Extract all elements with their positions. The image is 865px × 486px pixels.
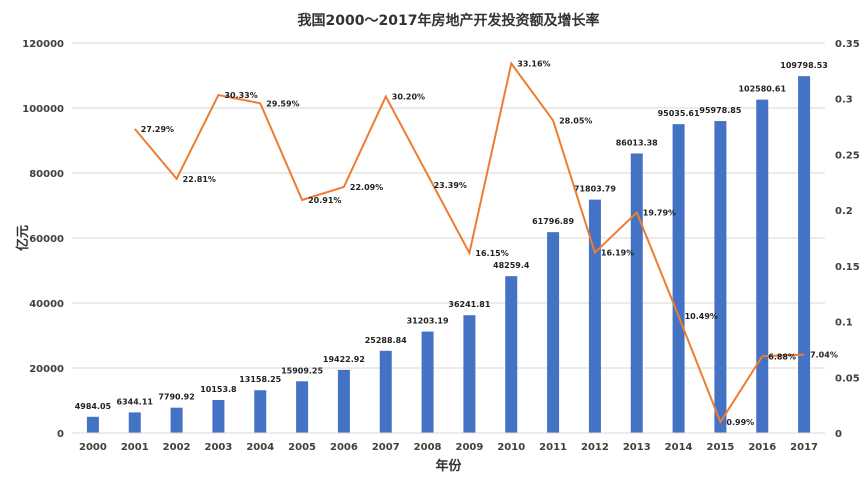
bar-data-label: 25288.84 [365,336,407,345]
bar [254,390,267,433]
bar-data-label: 102580.61 [738,85,786,94]
bar-data-label: 10153.8 [200,385,237,394]
line-data-label: 0.99% [726,418,754,427]
x-tick-label: 2015 [706,442,734,453]
bar [714,121,727,434]
bar-data-label: 95035.61 [658,109,700,118]
bar-data-label: 95978.85 [699,106,741,115]
bar [588,199,601,433]
bar [212,400,225,433]
bar-data-label: 48259.4 [493,261,530,270]
x-tick-label: 2017 [790,442,818,453]
x-tick-label: 2008 [414,442,442,453]
bar [170,407,183,433]
bar [86,416,99,433]
y-right-tick-label: 0.05 [835,373,860,384]
line-data-label: 20.91% [308,196,341,205]
y-right-tick-label: 0.1 [835,318,853,329]
y-left-tick-label: 40000 [29,299,64,310]
line-data-label: 6.88% [768,352,796,361]
x-tick-label: 2002 [163,442,191,453]
y-right-tick-label: 0 [835,429,842,440]
line-data-label: 29.59% [266,99,299,108]
bar-data-label: 109798.53 [780,61,828,70]
x-tick-label: 2005 [288,442,316,453]
line-data-label: 10.49% [685,312,718,321]
y-right-tick-label: 0.35 [835,39,860,50]
bar [128,412,141,433]
y-right-tick-label: 0.2 [835,206,853,217]
line-data-label: 23.39% [434,181,467,190]
y-left-tick-label: 80000 [29,169,64,180]
x-tick-label: 2000 [79,442,107,453]
y-left-tick-label: 20000 [29,364,64,375]
bar-data-label: 13158.25 [239,375,281,384]
bar-data-label: 36241.81 [448,300,490,309]
y-right-tick-label: 0.15 [835,262,860,273]
bar-data-label: 7790.92 [158,393,194,402]
y-left-tick-label: 120000 [22,39,64,50]
line-data-label: 33.16% [517,60,550,69]
bar-data-label: 86013.38 [616,138,658,147]
x-tick-label: 2012 [581,442,609,453]
bar-data-label: 6344.11 [117,397,154,406]
bar-data-label: 71803.79 [574,185,616,194]
bar-data-label: 19422.92 [323,355,365,364]
bar [296,381,309,433]
y-left-tick-label: 100000 [22,104,64,115]
bar-data-label: 15909.25 [281,366,323,375]
bar [630,153,643,433]
y-left-tick-label: 60000 [29,234,64,245]
bar [547,232,560,433]
x-tick-label: 2001 [121,442,149,453]
y-right-tick-label: 0.3 [835,95,853,106]
bar [798,76,811,433]
x-tick-label: 2009 [455,442,483,453]
bar [756,99,769,434]
y-axis-title: 亿元 [15,225,31,251]
line-data-label: 27.29% [141,125,174,134]
line-data-label: 7.04% [810,351,838,360]
x-tick-label: 2016 [748,442,776,453]
line-data-label: 22.81% [183,175,216,184]
line-data-label: 30.20% [392,92,425,101]
bar [379,350,392,433]
x-tick-label: 2006 [330,442,358,453]
line-data-label: 30.33% [224,91,257,100]
y-left-tick-label: 0 [57,429,64,440]
bar [463,315,476,433]
line-data-label: 19.79% [643,208,676,217]
bar [337,369,350,433]
bar-data-label: 61796.89 [532,217,574,226]
bar [421,331,434,433]
x-tick-label: 2014 [665,442,693,453]
x-tick-label: 2004 [246,442,274,453]
line-data-label: 28.05% [559,116,592,125]
line-data-label: 16.19% [601,249,634,258]
growth-rate-line [134,61,805,425]
x-tick-label: 2010 [497,442,525,453]
x-tick-label: 2011 [539,442,567,453]
bar [505,276,518,433]
line-data-label: 22.09% [350,183,383,192]
x-tick-label: 2007 [372,442,400,453]
bar [672,124,685,433]
chart-title: 我国2000～2017年房地产开发投资额及增长率 [298,12,600,29]
bar-data-label: 31203.19 [407,317,449,326]
x-tick-label: 2013 [623,442,651,453]
line-data-label: 16.15% [475,249,508,258]
x-axis-title: 年份 [435,458,462,474]
bar-data-label: 4984.05 [75,402,112,411]
x-tick-label: 2003 [204,442,232,453]
y-right-tick-label: 0.25 [835,150,860,161]
